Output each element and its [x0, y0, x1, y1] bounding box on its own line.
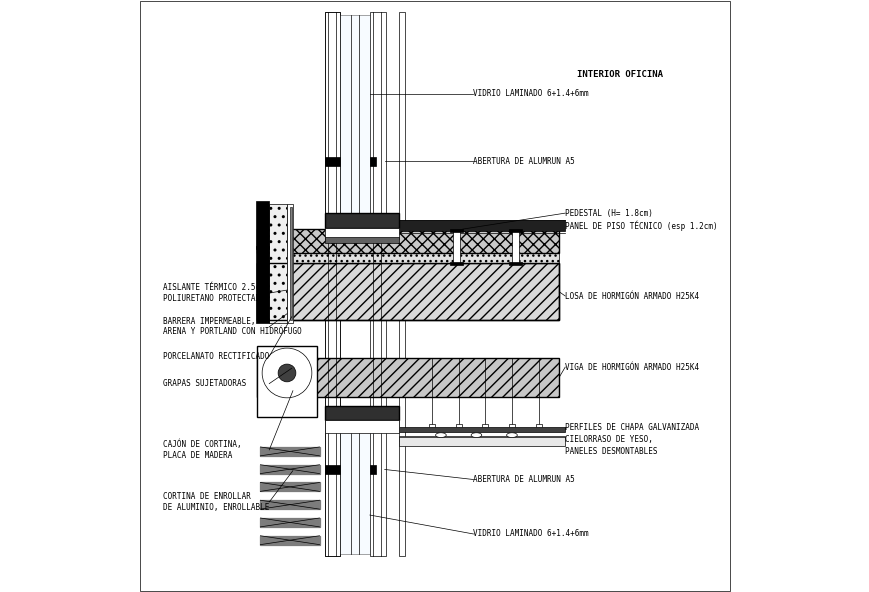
Bar [269, 204, 287, 323]
Bar [257, 229, 559, 253]
Text: VIDRIO LAMINADO 6+1.4+6mm: VIDRIO LAMINADO 6+1.4+6mm [473, 529, 588, 539]
Bar [449, 262, 462, 265]
Polygon shape [260, 518, 319, 527]
Bar [340, 15, 369, 219]
Bar [508, 424, 514, 427]
Bar [260, 465, 319, 474]
Polygon shape [260, 465, 319, 474]
Text: LOSA DE HORMIGÓN ARMADO H25K4: LOSA DE HORMIGÓN ARMADO H25K4 [565, 291, 699, 301]
Bar [325, 12, 340, 556]
Text: CORTINA DE ENROLLAR
DE ALUMINIO, ENROLLABLE: CORTINA DE ENROLLAR DE ALUMINIO, ENROLLA… [163, 493, 269, 511]
Bar [325, 12, 340, 556]
Text: AISLANTE TÉRMICO 2.5cm
POLIURETANO PROTECTADO: AISLANTE TÉRMICO 2.5cm POLIURETANO PROTE… [163, 284, 264, 303]
Bar [455, 424, 461, 427]
Text: PORCELANATO RECTIFICADO: PORCELANATO RECTIFICADO [163, 352, 269, 361]
Bar [256, 246, 269, 323]
Bar [369, 12, 386, 556]
Bar [340, 423, 369, 554]
Bar [287, 204, 293, 323]
Bar [535, 424, 541, 427]
Ellipse shape [435, 433, 446, 437]
Bar [369, 465, 375, 474]
Bar [289, 207, 292, 320]
Ellipse shape [506, 433, 517, 437]
Bar [256, 201, 269, 249]
Bar [452, 230, 460, 263]
Bar [260, 447, 319, 456]
Bar [260, 500, 319, 509]
Circle shape [278, 364, 295, 382]
Text: PEDESTAL (H= 1.8cm): PEDESTAL (H= 1.8cm) [565, 208, 653, 218]
Bar [399, 437, 565, 446]
Text: ABERTURA DE ALUMRUN A5: ABERTURA DE ALUMRUN A5 [473, 156, 574, 166]
Bar [257, 263, 559, 320]
Bar [260, 536, 319, 545]
Bar [257, 253, 559, 263]
Bar [325, 420, 399, 433]
Text: VIDRIO LAMINADO 6+1.4+6mm: VIDRIO LAMINADO 6+1.4+6mm [473, 89, 588, 98]
Bar [257, 263, 559, 320]
Bar [325, 213, 399, 228]
Bar [511, 230, 519, 263]
Bar [399, 427, 565, 432]
Bar [325, 465, 340, 474]
Bar [449, 229, 462, 232]
Text: VIGA DE HORMIGÓN ARMADO H25K4: VIGA DE HORMIGÓN ARMADO H25K4 [565, 362, 699, 372]
Polygon shape [260, 536, 319, 545]
Bar [325, 157, 340, 166]
Polygon shape [260, 447, 319, 456]
Bar [369, 157, 375, 166]
Bar [260, 518, 319, 527]
Bar [325, 406, 399, 420]
Bar [428, 424, 434, 427]
Bar [257, 358, 559, 397]
Bar [325, 228, 399, 239]
Text: BARRERA IMPERMEABLE,
ARENA Y PORTLAND CON HIDRÓFUGO: BARRERA IMPERMEABLE, ARENA Y PORTLAND CO… [163, 317, 301, 336]
Bar [481, 424, 488, 427]
Text: PANELES DESMONTABLES: PANELES DESMONTABLES [565, 446, 657, 456]
Ellipse shape [471, 433, 481, 437]
Polygon shape [260, 500, 319, 509]
Bar [257, 346, 316, 417]
Bar [508, 262, 521, 265]
Text: INTERIOR OFICINA: INTERIOR OFICINA [576, 69, 662, 79]
Circle shape [262, 348, 311, 398]
Bar [325, 237, 399, 243]
Text: CIELORRASO DE YESO,: CIELORRASO DE YESO, [565, 435, 653, 444]
Text: GRAPAS SUJETADORAS: GRAPAS SUJETADORAS [163, 379, 246, 388]
Polygon shape [260, 482, 319, 491]
Text: PANEL DE PISO TÉCNICO (esp 1.2cm): PANEL DE PISO TÉCNICO (esp 1.2cm) [565, 221, 717, 231]
Bar [399, 12, 405, 556]
Text: PERFILES DE CHAPA GALVANIZADA: PERFILES DE CHAPA GALVANIZADA [565, 423, 699, 432]
Text: ABERTURA DE ALUMRUN A5: ABERTURA DE ALUMRUN A5 [473, 475, 574, 484]
Bar [260, 482, 319, 491]
Bar [399, 220, 565, 231]
Text: CAJÓN DE CORTINA,
PLACA DE MADERA: CAJÓN DE CORTINA, PLACA DE MADERA [163, 440, 241, 460]
Bar [508, 229, 521, 232]
Bar [399, 436, 565, 441]
